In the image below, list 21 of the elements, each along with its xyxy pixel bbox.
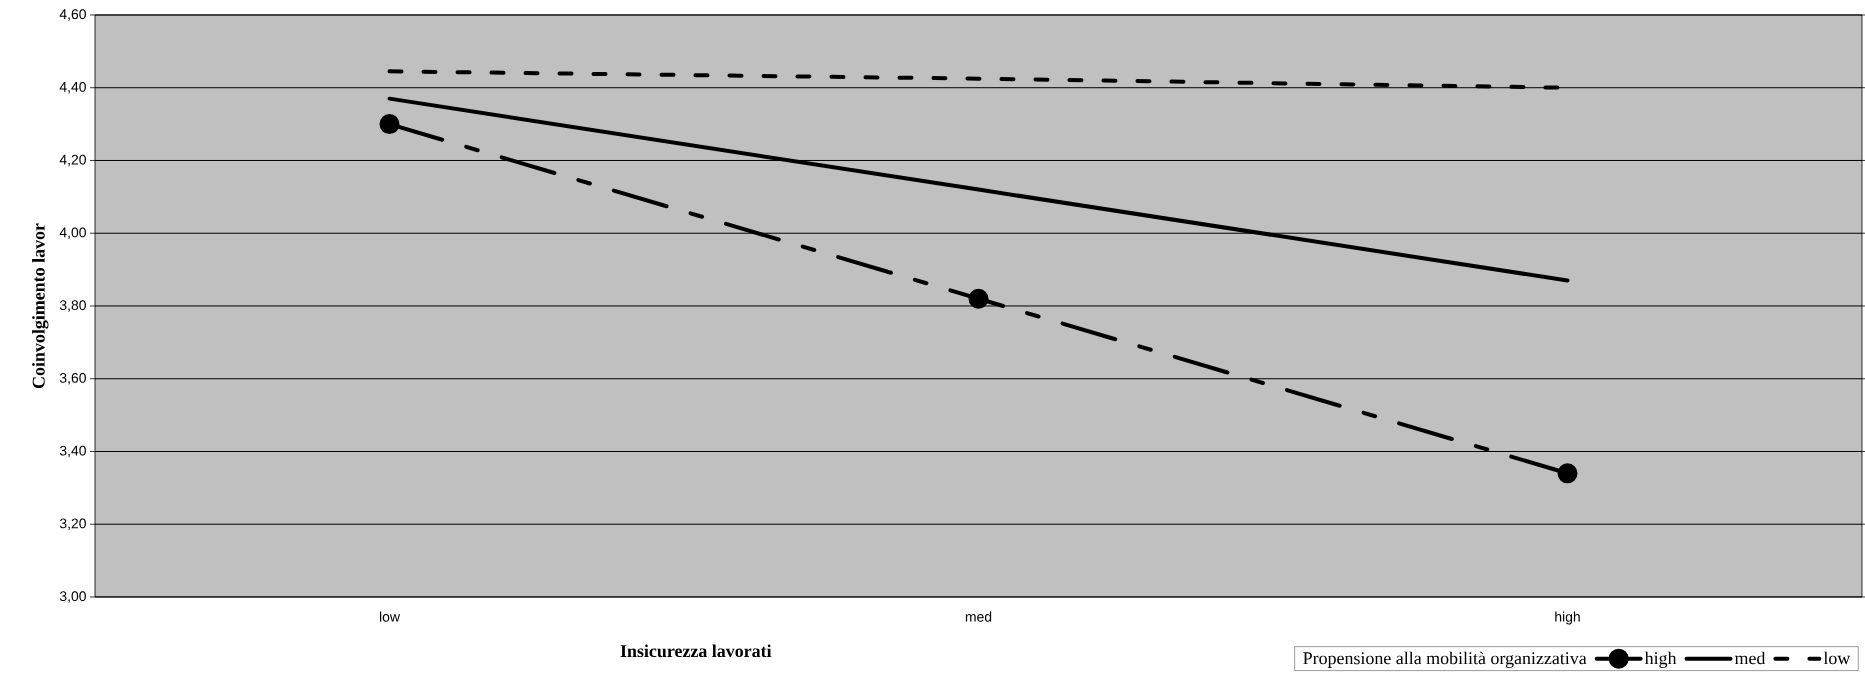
y-tick-label: 4,40 xyxy=(59,81,86,94)
y-tick-label: 3,80 xyxy=(59,300,86,312)
legend-label: high xyxy=(1644,651,1677,668)
y-tick-label: 3,40 xyxy=(59,445,86,458)
legend-title: Propensione alla mobilità organizzativa xyxy=(1303,651,1587,668)
y-tick-label: 3,20 xyxy=(59,518,86,530)
y-axis-title: Coinvolgimento lavor xyxy=(32,223,49,389)
y-tick-label: 4,20 xyxy=(59,154,86,167)
legend-label: low xyxy=(1823,651,1851,665)
x-axis-title: Insicurezza lavorati xyxy=(620,644,772,658)
x-tick-label: high xyxy=(1555,611,1580,625)
y-tick-label: 3,00 xyxy=(59,591,86,603)
point xyxy=(379,114,400,135)
y-tick-label: 4,60 xyxy=(59,9,86,21)
legend-label: med xyxy=(1734,651,1766,665)
point xyxy=(968,288,989,309)
y-tick-label: 4,00 xyxy=(59,227,86,239)
point xyxy=(1557,463,1578,484)
y-tick-label: 3,60 xyxy=(59,372,86,385)
x-tick-label: low xyxy=(379,611,401,622)
x-tick-label: med xyxy=(965,611,992,622)
